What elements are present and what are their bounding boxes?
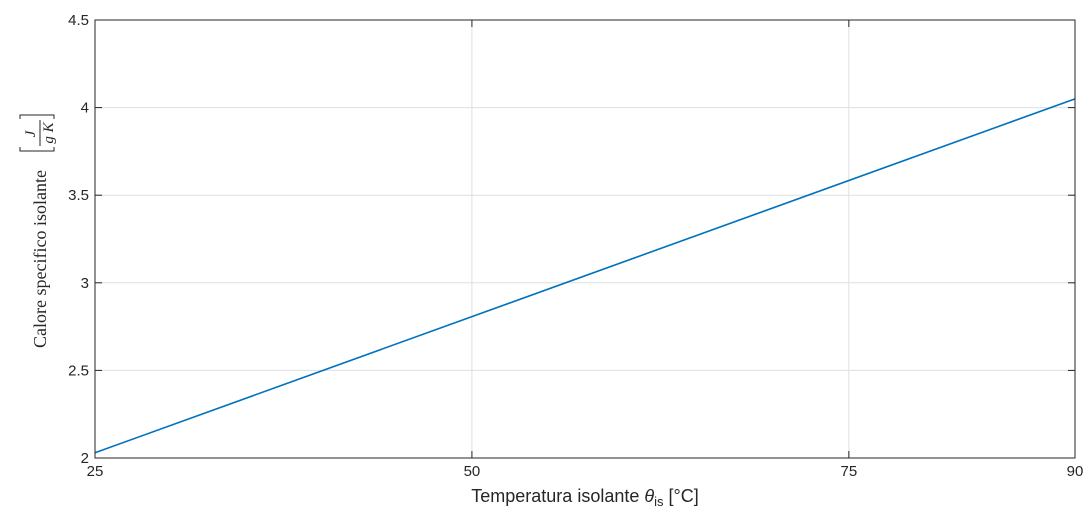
y-tick-label: 2.5 bbox=[68, 362, 89, 379]
y-axis-label: Calore specifico isolante J g K bbox=[19, 114, 57, 348]
x-axis-ticks: 25 50 75 90 bbox=[87, 20, 1084, 480]
series-layer bbox=[94, 98, 1076, 454]
y-tick-label: 3 bbox=[81, 275, 89, 292]
x-tick-label: 75 bbox=[841, 463, 858, 480]
y-axis-ticks: 2 2.5 3 3.5 4 4.5 bbox=[68, 12, 1075, 467]
x-axis-label-suffix: [°C] bbox=[664, 486, 699, 506]
y-tick-label: 4.5 bbox=[68, 12, 89, 29]
y-tick-label: 3.5 bbox=[68, 187, 89, 204]
x-axis-label: Temperatura isolante θis [°C] bbox=[471, 486, 698, 509]
x-axis-label-subscript: is bbox=[654, 494, 664, 509]
y-axis-label-unit-denominator: g K bbox=[41, 121, 57, 143]
y-axis-label-text: Calore specifico isolante bbox=[30, 170, 50, 348]
x-tick-label: 50 bbox=[464, 463, 481, 480]
series-line bbox=[94, 98, 1076, 454]
x-axis-label-symbol: θ bbox=[644, 486, 654, 506]
y-axis-label-bracket-right bbox=[19, 114, 55, 119]
y-axis-label-unit-numerator: J bbox=[23, 129, 39, 137]
plot-background bbox=[95, 20, 1075, 458]
x-tick-label: 25 bbox=[87, 463, 104, 480]
x-axis-label-prefix: Temperatura isolante bbox=[471, 486, 644, 506]
y-tick-label: 4 bbox=[81, 100, 89, 117]
grid-lines bbox=[95, 20, 1075, 458]
x-tick-label: 90 bbox=[1067, 463, 1084, 480]
y-axis-label-bracket-left bbox=[19, 147, 55, 152]
y-tick-label: 2 bbox=[81, 450, 89, 467]
plot-frame bbox=[94, 19, 1076, 459]
